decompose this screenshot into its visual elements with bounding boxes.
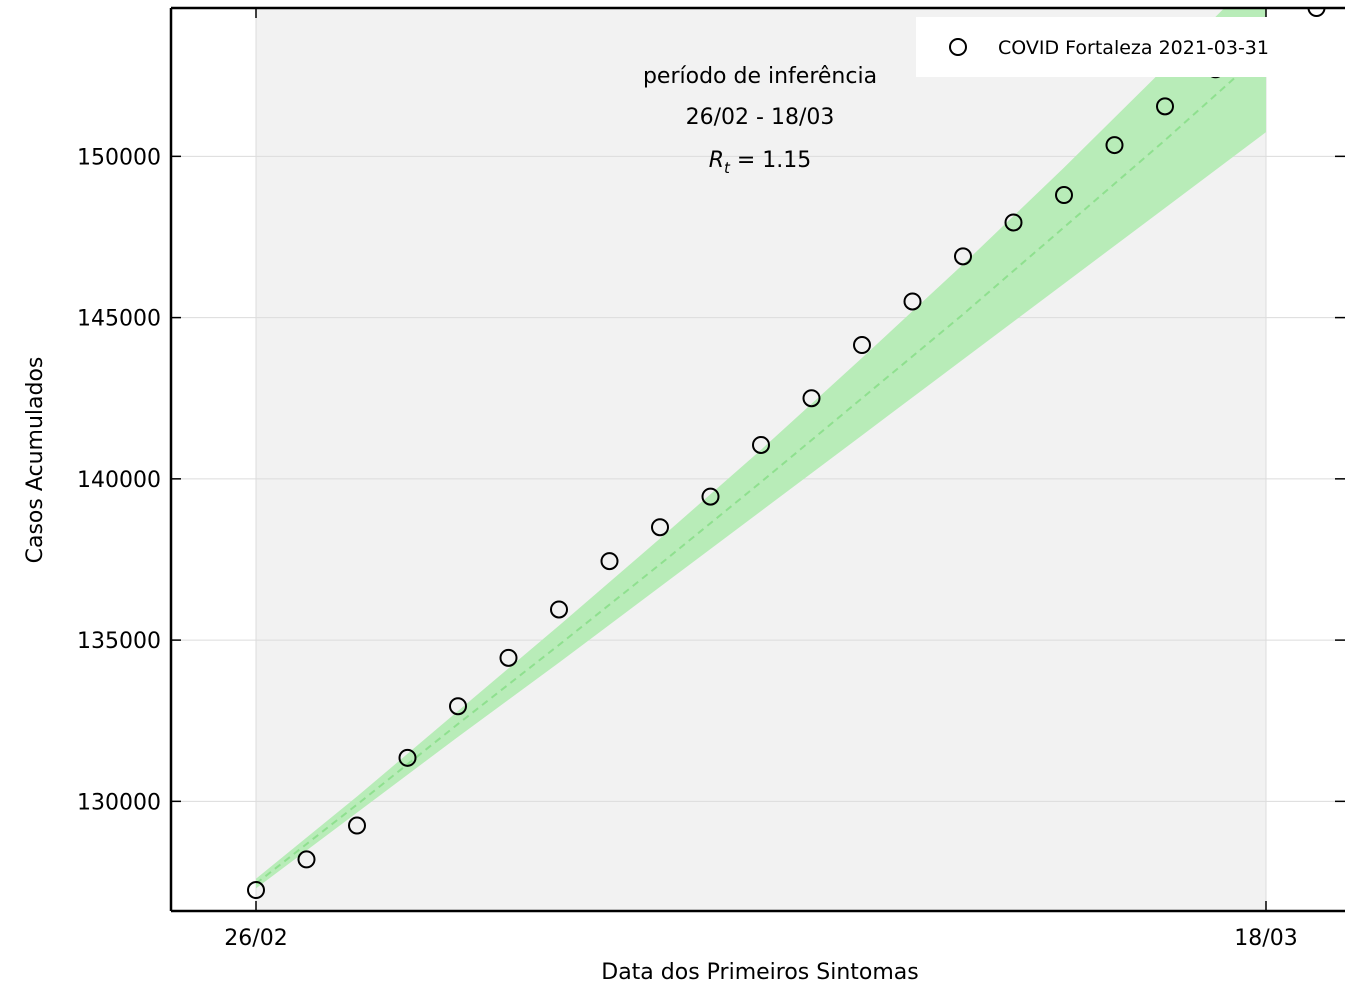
- legend-box: [916, 17, 1345, 77]
- legend-marker: [949, 38, 967, 56]
- data-point: [1105, 136, 1124, 155]
- annotation-line1: período de inferência: [643, 64, 877, 89]
- data-point: [499, 648, 518, 667]
- data-point: [1004, 213, 1023, 232]
- y-tick-label: 145000: [77, 307, 161, 332]
- data-point: [802, 389, 821, 408]
- confidence-band: [256, 8, 1266, 889]
- fit-line: [255, 49, 1267, 885]
- data-point: [1307, 8, 1326, 17]
- y-tick-label: 140000: [77, 468, 161, 493]
- y-tick-label: 135000: [77, 629, 161, 654]
- legend-label: COVID Fortaleza 2021-03-31: [998, 37, 1269, 59]
- x-axis-label: Data dos Primeiros Sintomas: [601, 960, 918, 985]
- data-point: [1055, 186, 1073, 205]
- y-tick-label: 130000: [77, 790, 161, 815]
- data-point: [701, 487, 720, 506]
- annotation-line2: 26/02 - 18/03: [686, 105, 835, 130]
- data-point: [853, 336, 871, 355]
- y-axis-label: Casos Acumulados: [23, 357, 48, 564]
- data-point: [247, 881, 265, 900]
- x-tick-label: 18/03: [1234, 926, 1297, 951]
- data-point: [550, 600, 568, 619]
- data-point: [398, 748, 417, 767]
- data-point: [1156, 97, 1174, 116]
- data-point: [651, 518, 669, 537]
- x-tick-label: 26/02: [224, 926, 287, 951]
- data-point: [954, 247, 972, 266]
- legend: COVID Fortaleza 2021-03-31: [916, 17, 1345, 77]
- data-point: [348, 816, 366, 835]
- confidence-band-area: [256, 8, 1266, 889]
- y-tick-label: 150000: [77, 145, 161, 170]
- data-point: [600, 552, 619, 571]
- data-point: [752, 435, 770, 454]
- fit-line-path: [255, 49, 1267, 885]
- data-point: [449, 697, 467, 716]
- data-point: [297, 850, 316, 869]
- annotation-rt: Rt = 1.15: [709, 148, 812, 177]
- axis-ticks: 130000 135000 140000 145000 150000 26/02 18/03: [77, 8, 1345, 951]
- data-point: [903, 292, 922, 311]
